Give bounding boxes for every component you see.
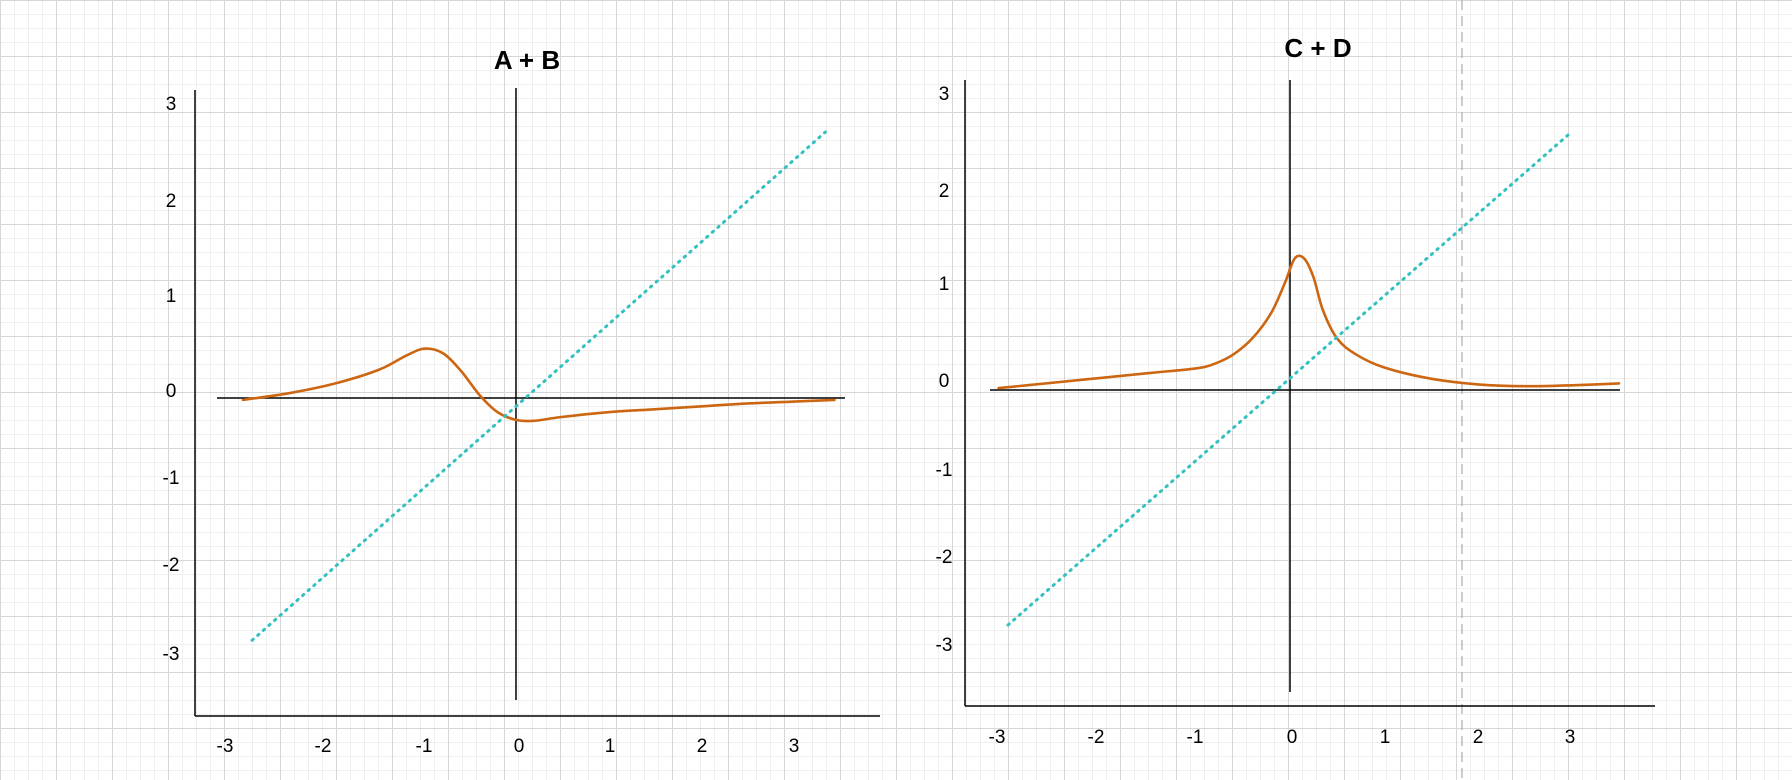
y-tick-label: 1: [166, 286, 177, 307]
x-tick-label: 2: [1473, 727, 1484, 748]
x-tick-label: 3: [789, 736, 800, 757]
y-tick-label: -3: [936, 635, 953, 656]
x-tick-label: -1: [1187, 727, 1204, 748]
x-tick-label: -2: [1088, 727, 1105, 748]
y-tick-label: 3: [939, 84, 950, 105]
y-tick-label: 3: [166, 94, 177, 115]
x-tick-label: 3: [1565, 727, 1576, 748]
y-tick-label: 2: [166, 191, 177, 212]
x-tick-label: -2: [315, 736, 332, 757]
y-tick-label: -3: [163, 644, 180, 665]
chart-a-plus-b: A + B -3 -2 -1 0 1 2 3 3 2 1 0 -1 -2 -3: [163, 45, 880, 757]
x-tick-label: -1: [416, 736, 433, 757]
y-tick-label: -2: [936, 547, 953, 568]
dotted-diagonal-series: [250, 130, 827, 642]
y-tick-label: 1: [939, 274, 950, 295]
dotted-diagonal-series: [1006, 130, 1574, 627]
x-tick-label: -3: [217, 736, 234, 757]
chart-title: A + B: [494, 45, 560, 75]
curve-series: [241, 347, 836, 423]
y-tick-label: 2: [939, 181, 950, 202]
y-tick-label: 0: [939, 371, 950, 392]
x-tick-label: 0: [1287, 727, 1298, 748]
x-tick-label: 2: [697, 736, 708, 757]
x-tick-label: 0: [514, 736, 525, 757]
x-tick-label: -3: [989, 727, 1006, 748]
curve-series: [997, 254, 1621, 390]
x-tick-label: 1: [605, 736, 616, 757]
chart-c-plus-d: C + D -3 -2 -1 0 1 2 3 3 2 1 0 -1 -2 -3: [936, 33, 1655, 748]
x-tick-label: 1: [1380, 727, 1391, 748]
y-tick-label: -1: [936, 460, 953, 481]
chart-title: C + D: [1284, 33, 1351, 63]
y-tick-label: -1: [163, 468, 180, 489]
y-tick-label: 0: [166, 381, 177, 402]
y-tick-label: -2: [163, 555, 180, 576]
